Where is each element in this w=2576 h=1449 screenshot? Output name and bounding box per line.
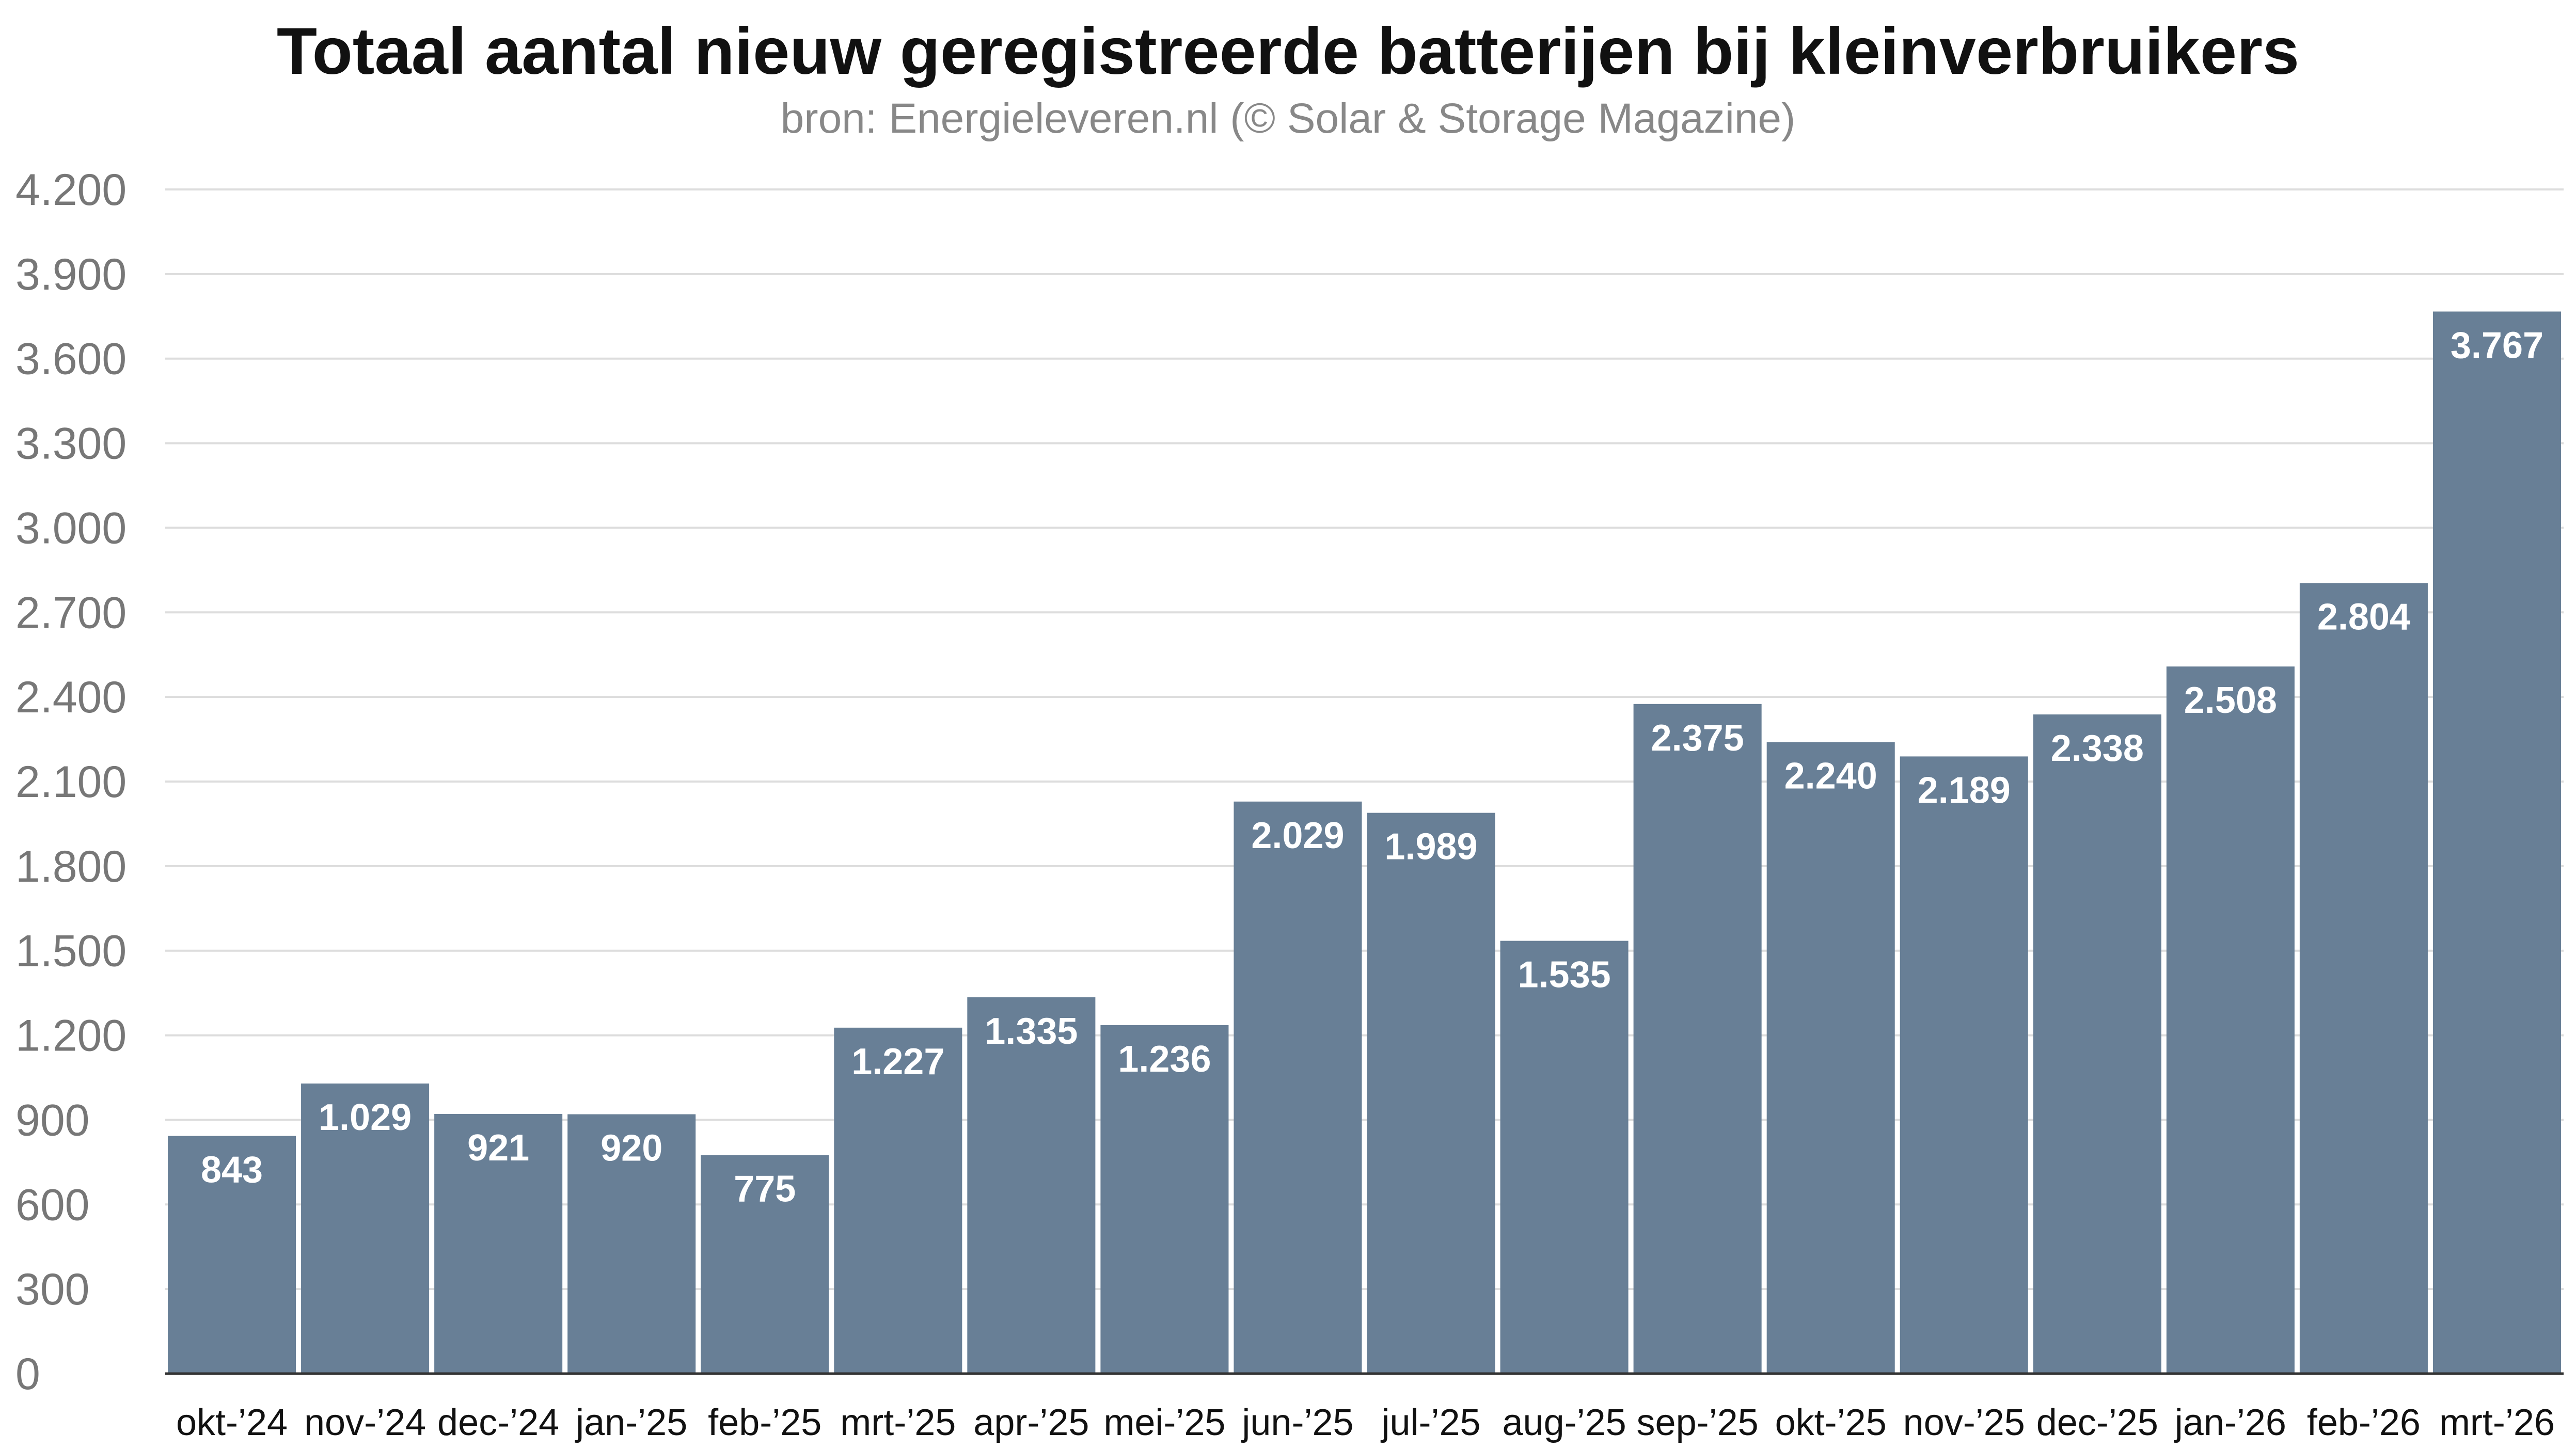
bar-9 [1234,801,1362,1374]
bar-17 [2299,583,2428,1374]
x-tick-label: jan-’26 [2174,1402,2286,1443]
bar-6 [834,1027,962,1374]
value-label: 3.767 [2451,325,2543,367]
y-tick-label: 1.500 [15,927,127,976]
x-tick-label: mrt-’26 [2439,1402,2555,1443]
y-tick-label: 4.200 [15,165,127,215]
bar-12 [1633,704,1762,1374]
y-tick-label: 2.400 [15,673,127,722]
x-axis-ticks: okt-’24 nov-’24 dec-’24 jan-’25 feb-’25 mrt-’… [176,1402,2555,1443]
x-tick-label: feb-’25 [708,1402,821,1443]
value-label: 1.227 [851,1041,944,1082]
value-label: 1.029 [319,1097,412,1138]
bar-5 [701,1155,829,1374]
y-tick-label: 3.000 [15,503,127,553]
x-tick-label: feb-’26 [2307,1402,2421,1443]
bar-8 [1100,1025,1229,1374]
value-label: 2.375 [1651,718,1744,759]
value-label: 2.189 [1918,770,2011,811]
chart-subtitle: bron: Energieleveren.nl (© Solar & Stora… [780,95,1796,142]
x-tick-label: jan-’25 [575,1402,687,1443]
y-tick-label: 1.800 [15,842,127,891]
x-tick-label: mrt-’25 [840,1402,956,1443]
y-tick-label: 3.600 [15,335,127,384]
value-label: 921 [467,1127,529,1169]
bar-7 [967,997,1096,1374]
value-label: 920 [600,1128,662,1169]
y-tick-label: 900 [15,1095,90,1145]
x-tick-label: mei-’25 [1103,1402,1225,1443]
bar-11 [1500,941,1629,1374]
x-tick-label: aug-’25 [1502,1402,1626,1443]
bar-18 [2432,311,2561,1374]
x-tick-label: okt-’25 [1775,1402,1887,1443]
y-axis-ticks: 0 300 600 900 1.200 1.500 1.800 2.100 2.400 2.700… [15,165,127,1399]
x-tick-label: sep-’25 [1637,1402,1759,1443]
bar-10 [1367,813,1495,1374]
bar-2 [301,1083,430,1374]
y-tick-label: 0 [15,1349,40,1399]
value-label: 2.804 [2317,596,2410,638]
bar-13 [1766,742,1895,1374]
x-tick-label: nov-’25 [1903,1402,2025,1443]
chart-title: Totaal aantal nieuw geregistreerde batte… [276,14,2300,88]
gridlines [165,188,2564,1291]
value-label: 1.236 [1118,1039,1211,1080]
bar-4 [567,1114,696,1374]
value-label: 2.240 [1784,756,1877,797]
bar-14 [1900,756,2028,1374]
value-label: 2.029 [1251,815,1344,856]
y-tick-label: 1.200 [15,1011,127,1061]
y-tick-label: 300 [15,1265,90,1314]
x-tick-label: dec-’25 [2036,1402,2158,1443]
bar-15 [2033,714,2161,1374]
value-label: 1.535 [1518,954,1610,996]
value-label: 2.508 [2184,680,2277,721]
value-label: 1.335 [985,1011,1078,1052]
y-tick-label: 3.300 [15,419,127,469]
bar-3 [434,1113,563,1374]
x-tick-label: nov-’24 [304,1402,426,1443]
y-tick-label: 3.900 [15,250,127,299]
value-label: 843 [201,1150,263,1191]
y-tick-label: 600 [15,1180,90,1230]
x-tick-label: jun-’25 [1241,1402,1353,1443]
y-tick-label: 2.700 [15,588,127,638]
x-tick-label: okt-’24 [176,1402,288,1443]
bar-1 [168,1136,296,1374]
x-tick-label: jul-’25 [1380,1402,1480,1443]
value-label: 2.338 [2051,728,2144,769]
x-tick-label: apr-’25 [973,1402,1089,1443]
bar-16 [2166,666,2295,1374]
value-labels: 843 1.029 921 920 775 1.227 1.335 1.236 2.029 1.9… [201,325,2543,1210]
bars [168,311,2561,1374]
x-tick-label: dec-’24 [437,1402,559,1443]
y-tick-label: 2.100 [15,757,127,807]
value-label: 1.989 [1384,826,1477,868]
value-label: 775 [734,1169,796,1210]
